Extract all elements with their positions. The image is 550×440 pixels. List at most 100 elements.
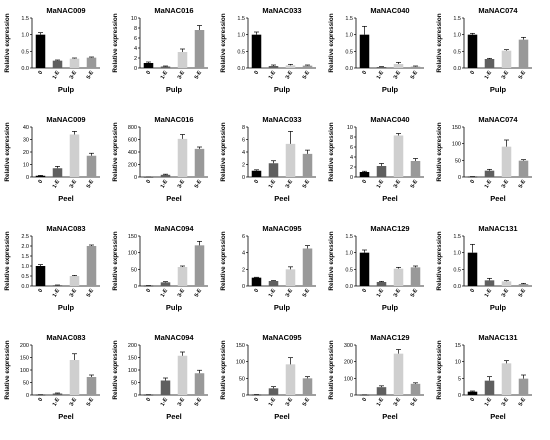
bar [467, 34, 478, 68]
bar [467, 252, 478, 286]
bar [376, 166, 387, 177]
x-tick-label: 1-E [484, 288, 494, 299]
y-tick-label: 1.0 [21, 264, 29, 270]
x-tick-label: 0 [38, 288, 45, 294]
x-axis-label: Pulp [490, 303, 507, 312]
x-tick-label: 3-E [69, 397, 79, 408]
y-tick-label: 6 [134, 36, 137, 42]
x-tick-label: 5-E [410, 179, 420, 190]
y-tick-label: 200 [20, 343, 29, 349]
y-axis-label: Relative expression [436, 231, 443, 290]
y-tick-label: 1.5 [345, 16, 353, 22]
y-axis-label: Relative expression [112, 13, 119, 72]
y-tick-label: 100 [452, 142, 461, 148]
bar [268, 66, 279, 68]
bar [410, 267, 421, 286]
x-tick-label: 5-E [194, 288, 204, 299]
chart-panel: MaNAC094 Relative expression 0 50 100 150 200 0… [112, 333, 208, 421]
bar [285, 269, 296, 286]
bar [393, 135, 404, 177]
x-tick-label: 3-E [69, 179, 79, 190]
x-axis-label: Pulp [274, 303, 291, 312]
x-tick-label: 1-E [484, 397, 494, 408]
bar [376, 67, 387, 68]
y-axis-label: Relative expression [328, 13, 335, 72]
x-tick-label: 5-E [302, 397, 312, 408]
bar [518, 39, 529, 68]
y-tick-label: 800 [128, 125, 137, 131]
bar [52, 60, 63, 68]
y-tick-label: 2.0 [21, 244, 29, 250]
chart-panel: MaNAC016 Relative expression 0 200 400 600 800… [112, 115, 208, 203]
bar [160, 66, 171, 68]
bar [251, 277, 262, 286]
x-axis-label: Peel [274, 194, 289, 203]
chart-title: MaNAC009 [46, 6, 85, 15]
x-tick-label: 5-E [302, 179, 312, 190]
y-tick-label: 5 [458, 376, 461, 382]
y-axis-label: Relative expression [4, 13, 11, 72]
y-tick-label: 1.0 [345, 251, 353, 257]
x-axis-label: Pulp [166, 303, 183, 312]
y-tick-label: 50 [455, 158, 461, 164]
chart-title: MaNAC129 [370, 224, 409, 233]
x-tick-label: 0 [470, 70, 477, 76]
x-tick-label: 3-E [285, 397, 295, 408]
bar [86, 57, 97, 68]
x-tick-label: 1-E [160, 70, 170, 81]
bar [177, 52, 188, 68]
x-tick-label: 3-E [501, 397, 511, 408]
bar [69, 276, 80, 286]
x-tick-label: 5-E [86, 397, 96, 408]
bar [501, 363, 512, 395]
bar [160, 282, 171, 286]
y-tick-label: 1.5 [21, 16, 29, 22]
y-axis-label: Relative expression [436, 122, 443, 181]
y-tick-label: 0 [242, 284, 245, 290]
y-axis-label: Relative expression [112, 340, 119, 399]
bar [86, 246, 97, 286]
bar [268, 388, 279, 395]
x-axis-label: Pulp [382, 85, 399, 94]
x-tick-label: 0 [470, 397, 477, 403]
y-tick-label: 50 [23, 381, 29, 387]
x-tick-label: 0 [254, 179, 261, 185]
y-tick-label: 0 [134, 284, 137, 290]
x-tick-label: 0 [362, 179, 369, 185]
x-tick-label: 5-E [86, 70, 96, 81]
bar [177, 355, 188, 395]
chart-title: MaNAC033 [262, 115, 301, 124]
y-axis-label: Relative expression [436, 340, 443, 399]
bar [359, 252, 370, 286]
x-axis-label: Pulp [166, 85, 183, 94]
chart-title: MaNAC040 [370, 115, 409, 124]
chart-panel: MaNAC009 Relative expression 0 10 20 30 40 0 1-E… [4, 115, 100, 203]
y-tick-label: 6 [242, 138, 245, 144]
y-tick-label: 0 [242, 175, 245, 181]
chart-title: MaNAC074 [478, 6, 518, 15]
y-tick-label: 0 [134, 66, 137, 72]
bar [467, 176, 478, 178]
x-tick-label: 5-E [194, 179, 204, 190]
x-tick-label: 3-E [177, 397, 187, 408]
chart-panel: MaNAC095 Relative expression 0 50 100 150 0 1-E… [220, 333, 316, 421]
bar [467, 391, 478, 395]
bar [484, 59, 495, 68]
y-axis-label: Relative expression [4, 122, 11, 181]
bar [268, 163, 279, 177]
x-tick-label: 3-E [501, 288, 511, 299]
x-tick-label: 1-E [160, 179, 170, 190]
x-tick-label: 3-E [393, 288, 403, 299]
bar [359, 172, 370, 177]
bar [410, 383, 421, 395]
y-tick-label: 0.0 [453, 66, 461, 72]
chart-panel: MaNAC009 Relative expression 0.0 0.5 1.0 1.5 0… [4, 6, 100, 94]
y-tick-label: 1.0 [453, 251, 461, 257]
chart-title: MaNAC016 [154, 115, 193, 124]
chart-title: MaNAC016 [154, 6, 193, 15]
y-tick-label: 0.0 [345, 284, 353, 290]
y-tick-label: 10 [347, 125, 353, 131]
bar [251, 34, 262, 68]
x-tick-label: 5-E [194, 397, 204, 408]
x-tick-label: 5-E [518, 288, 528, 299]
